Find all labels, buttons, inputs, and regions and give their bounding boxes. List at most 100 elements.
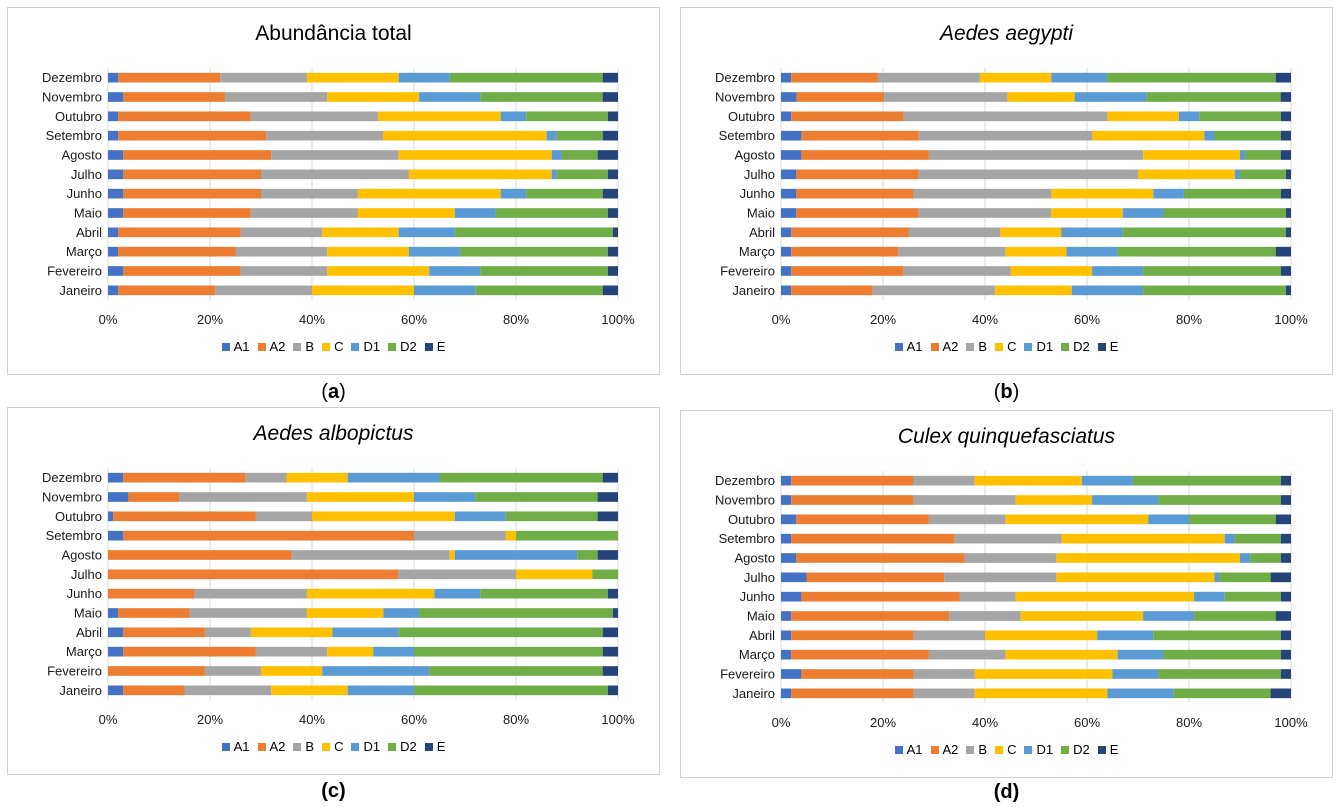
bar-segment-d1 [429, 266, 481, 276]
legend-swatch [293, 343, 302, 351]
bar-segment-a2 [123, 208, 251, 218]
x-tick-label: 20% [870, 715, 896, 730]
bar-segment-a2 [123, 92, 226, 102]
bar-segment-a2 [796, 553, 965, 563]
bar-segment-a1 [108, 646, 124, 657]
bar-segment-a2 [128, 492, 180, 502]
bar-segment-e [1280, 630, 1291, 641]
y-category-label: Março [739, 647, 775, 662]
bar-segment-a1 [108, 169, 124, 180]
bar-segment-d2 [577, 550, 598, 560]
y-category-label: Maio [74, 606, 102, 621]
y-category-label: Março [739, 244, 775, 259]
x-tick-label: 60% [1074, 715, 1100, 730]
bar-segment-d2 [480, 588, 608, 599]
bar-segment-d2 [1173, 688, 1271, 699]
bar-segment-a1 [108, 208, 124, 218]
y-category-label: Dezembro [42, 70, 102, 85]
y-category-label: Outubro [728, 109, 775, 124]
x-tick-label: 0% [772, 312, 791, 327]
bar-segment-c [1015, 495, 1093, 505]
bar-segment-d2 [414, 685, 608, 696]
bar-segment-b [913, 188, 1052, 199]
bar-segment-e [1280, 150, 1291, 160]
bar-segment-d2 [398, 627, 603, 638]
bar-segment-a1 [781, 130, 802, 141]
bar-segment-a1 [781, 169, 797, 180]
bar-segment-d1 [419, 92, 481, 102]
bar-segment-a1 [108, 150, 124, 160]
bar-segment-b [928, 514, 1006, 525]
bar-segment-a1 [781, 72, 792, 83]
bar-segment-d1 [332, 627, 399, 638]
legend-label: C [1007, 742, 1017, 757]
bar-segment-a2 [791, 630, 914, 641]
bar-segment-d2 [1163, 649, 1281, 660]
legend-item-a1: A1 [894, 742, 923, 757]
legend-item-c: C [995, 339, 1016, 354]
bar-segment-a1 [781, 92, 797, 102]
bar-segment-e [607, 246, 618, 257]
bar-segment-d1 [1214, 572, 1220, 583]
bar-segment-e [602, 646, 618, 657]
bar-segment-a1 [781, 630, 792, 641]
bar-segment-a1 [108, 246, 119, 257]
bar-segment-b [872, 285, 996, 296]
bar-segment-e [602, 130, 618, 141]
y-category-label: Junho [740, 186, 775, 201]
legend-item-d1: D1 [351, 339, 380, 354]
bar-segment-a1 [781, 111, 792, 122]
bar-segment-b [903, 266, 1011, 276]
bar-segment-e [607, 208, 618, 218]
bar-segment-d2 [1199, 111, 1281, 122]
bar-segment-c [516, 569, 593, 580]
bar-segment-a2 [791, 475, 914, 486]
bar-segment-a1 [781, 285, 792, 296]
bar-segment-b [179, 492, 307, 502]
bar-segment-b [240, 266, 328, 276]
legend-item-e: E [1097, 742, 1118, 757]
legend-swatch [1024, 746, 1033, 754]
bar-segment-a1 [781, 475, 792, 486]
bar-segment-a2 [118, 227, 241, 238]
legend-item-b: B [966, 742, 987, 757]
bar-segment-a2 [796, 92, 885, 102]
legend-swatch [257, 743, 266, 751]
x-tick-label: 0% [99, 712, 118, 727]
bar-segment-d2 [480, 92, 603, 102]
bar-segment-b [255, 511, 312, 522]
bar-segment-b [913, 495, 1016, 505]
y-category-label: Fevereiro [47, 664, 102, 679]
bar-segment-d1 [454, 208, 496, 218]
bar-segment-a2 [791, 266, 904, 276]
bar-segment-a2 [801, 591, 960, 602]
bar-segment-e [1275, 514, 1291, 525]
bar-segment-e [597, 492, 618, 502]
y-category-label: Maio [747, 206, 775, 221]
bar-segment-d2 [1153, 630, 1281, 641]
legend-label: E [436, 339, 446, 354]
bar-segment-d2 [475, 285, 603, 296]
bar-segment-c [1020, 611, 1144, 621]
bar-segment-a1 [108, 266, 124, 276]
bar-segment-a1 [108, 111, 119, 122]
bar-segment-c [505, 530, 516, 541]
legend-label: A1 [906, 742, 923, 757]
bar-segment-a2 [791, 533, 955, 544]
bar-segment-a2 [796, 208, 919, 218]
bar-segment-a1 [108, 227, 119, 238]
bar-segment-d1 [1148, 514, 1189, 525]
bar-segment-e [1285, 169, 1291, 180]
bar-segment-c [1010, 266, 1093, 276]
bar-segment-a1 [108, 530, 124, 541]
bar-segment-a2 [796, 514, 929, 525]
bar-segment-c [974, 688, 1108, 699]
bar-segment-a1 [781, 572, 807, 583]
bar-segment-d1 [500, 188, 527, 199]
x-tick-label: 20% [870, 312, 896, 327]
bar-segment-d2 [1224, 591, 1281, 602]
bar-segment-b [398, 569, 516, 580]
x-tick-label: 100% [601, 712, 635, 727]
bar-segment-d1 [1092, 495, 1159, 505]
bar-segment-c [1138, 169, 1235, 180]
